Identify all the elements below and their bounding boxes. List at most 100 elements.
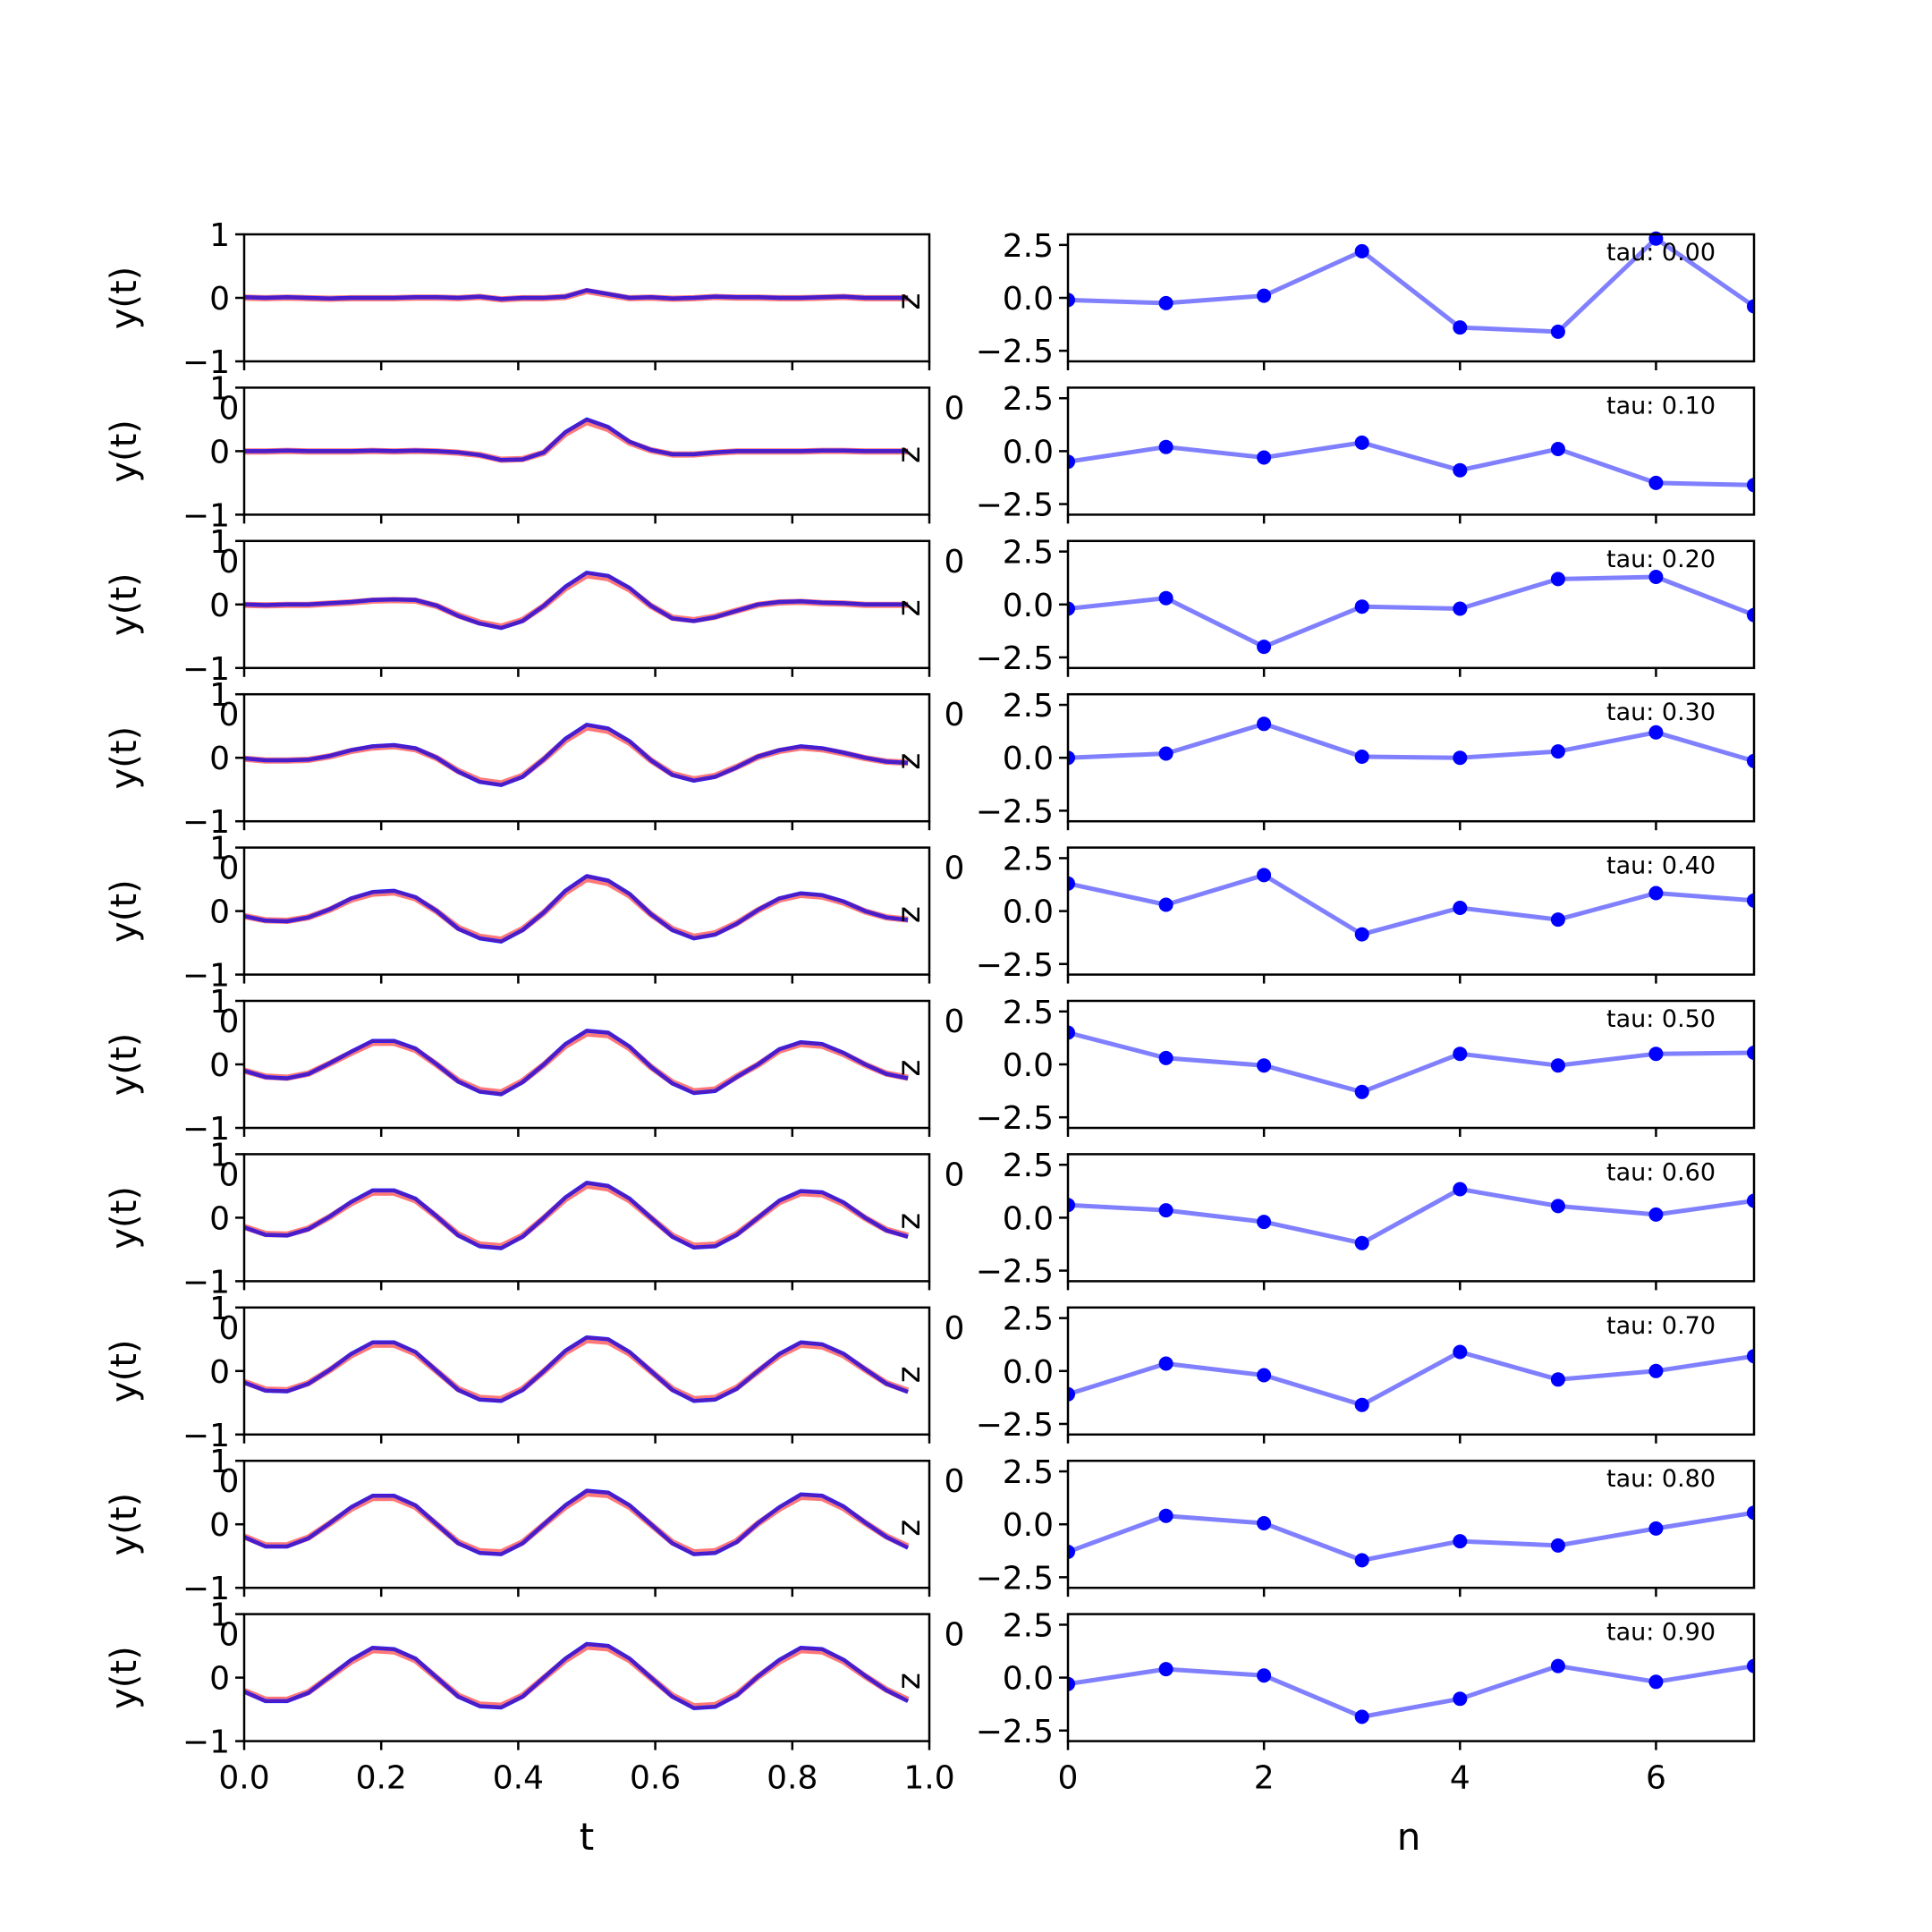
sample-point bbox=[1648, 1521, 1664, 1536]
sample-point bbox=[1158, 1203, 1174, 1218]
sample-point bbox=[1550, 744, 1565, 759]
y-tick-label: 0 bbox=[209, 1507, 230, 1544]
overlap-label: z bbox=[891, 1060, 928, 1077]
y-tick-label: −2.5 bbox=[976, 1560, 1054, 1597]
left-subplot-1: 10−1y(t)0 0z bbox=[104, 370, 964, 534]
y-tick-label: −1 bbox=[182, 958, 230, 995]
x-tick-label: 0.2 bbox=[356, 1760, 407, 1797]
tau-label: tau: 0.20 bbox=[1606, 546, 1716, 573]
overlap-label: 0 bbox=[219, 1617, 240, 1654]
overlap-label: 0 bbox=[219, 851, 240, 887]
y-tick-label: 2.5 bbox=[1003, 535, 1054, 572]
overlap-line bbox=[243, 571, 909, 630]
y-tick-label: 0.0 bbox=[1003, 1661, 1054, 1698]
sample-point bbox=[1648, 1046, 1664, 1062]
overlap-label: z bbox=[891, 1366, 928, 1383]
y-axis-label: y(t) bbox=[104, 267, 145, 330]
y-tick-label: 1 bbox=[209, 1444, 230, 1480]
sample-point bbox=[1354, 750, 1369, 764]
y-tick-label: 1 bbox=[209, 217, 230, 254]
sample-point bbox=[1257, 1215, 1272, 1230]
y-axis-label: y(t) bbox=[104, 1493, 145, 1556]
sample-point bbox=[1158, 1356, 1174, 1371]
right-subplot-5: 2.5 0.0 −2.5 tau: 0.50 bbox=[976, 995, 1756, 1137]
sample-line bbox=[1068, 1030, 1754, 1095]
right-data bbox=[1068, 1025, 1754, 1099]
sample-point bbox=[1257, 450, 1272, 465]
sample-point bbox=[1648, 475, 1664, 490]
overlap-label: 0 bbox=[219, 1157, 240, 1193]
y-tick-label: 0.0 bbox=[1003, 1047, 1054, 1084]
sample-point bbox=[1453, 320, 1468, 335]
x-tick-label: 4 bbox=[1450, 1760, 1470, 1797]
sample-point bbox=[1068, 750, 1075, 766]
sample-point bbox=[1550, 1658, 1565, 1674]
tau-label: tau: 0.80 bbox=[1606, 1465, 1716, 1493]
y-tick-label: 0.0 bbox=[1003, 894, 1054, 931]
sample-point bbox=[1747, 1046, 1754, 1060]
overlap-label: 0 bbox=[219, 544, 240, 580]
sample-line bbox=[1068, 1187, 1754, 1246]
overlap-label: z bbox=[891, 906, 928, 923]
overlap-label: 0 bbox=[945, 1617, 965, 1654]
y-tick-label: 1 bbox=[209, 1137, 230, 1174]
sample-point bbox=[1068, 876, 1075, 891]
sample-point bbox=[1158, 1050, 1174, 1065]
y-tick-label: −1 bbox=[182, 344, 230, 381]
left-subplot-0: 1 0 −1 y(t) z bbox=[104, 217, 931, 381]
y-tick-label: 2.5 bbox=[1003, 228, 1054, 265]
left-subplot-9: 10−10.0 0.2 0.4 0.6 0.8 1.0y(t)0 0z bbox=[104, 1597, 964, 1797]
sample-line bbox=[1068, 1350, 1754, 1408]
sample-point bbox=[1257, 1516, 1272, 1530]
overlap-line bbox=[243, 1029, 909, 1096]
sample-point bbox=[1453, 1344, 1468, 1360]
overlap-line bbox=[243, 1642, 909, 1710]
y-tick-label: 0.0 bbox=[1003, 588, 1054, 624]
right-data bbox=[1068, 1182, 1754, 1250]
right-subplot-1: 2.5 0.0 −2.5 tau: 0.10 bbox=[976, 381, 1756, 524]
y-tick-label: 2.5 bbox=[1003, 381, 1054, 418]
overlap-label: 0 bbox=[219, 1463, 240, 1500]
y-tick-label: −2.5 bbox=[976, 1100, 1054, 1137]
x-tick-label: 0.0 bbox=[218, 1760, 269, 1797]
x-tick-label: 0.6 bbox=[630, 1760, 681, 1797]
overlap-line bbox=[243, 1335, 909, 1402]
sample-point bbox=[1354, 599, 1369, 614]
y-tick-label: −2.5 bbox=[976, 1254, 1054, 1291]
x-tick-label: 2 bbox=[1254, 1760, 1275, 1797]
x-tick-label: 1.0 bbox=[903, 1760, 954, 1797]
y-tick-label: 1 bbox=[209, 677, 230, 714]
tau-label: tau: 0.30 bbox=[1606, 699, 1716, 726]
sample-point bbox=[1453, 750, 1468, 766]
sample-point bbox=[1648, 1363, 1664, 1378]
x-tick-label: 6 bbox=[1646, 1760, 1666, 1797]
sample-point bbox=[1158, 897, 1174, 912]
right-subplot-6: 2.5 0.0 −2.5 tau: 0.60 bbox=[976, 1148, 1756, 1291]
y-tick-label: 2.5 bbox=[1003, 1454, 1054, 1491]
x-tick-label: 0.4 bbox=[493, 1760, 544, 1797]
left-subplot-8: 10−1y(t)0 0z bbox=[104, 1444, 964, 1607]
sample-point bbox=[1068, 1386, 1075, 1402]
sample-point bbox=[1648, 886, 1664, 901]
sample-point bbox=[1453, 462, 1468, 478]
overlap-label: z bbox=[891, 293, 928, 310]
sample-point bbox=[1068, 292, 1075, 308]
sample-point bbox=[1257, 1368, 1272, 1383]
y-tick-label: −1 bbox=[182, 651, 230, 688]
overlap-label: z bbox=[891, 753, 928, 770]
sample-point bbox=[1747, 1505, 1754, 1521]
y-tick-label: 1 bbox=[209, 1291, 230, 1327]
y-tick-label: −2.5 bbox=[976, 334, 1054, 370]
y-tick-label: 1 bbox=[209, 1597, 230, 1634]
y-axis-label: y(t) bbox=[104, 419, 145, 483]
sample-point bbox=[1550, 442, 1565, 456]
y-tick-label: 0 bbox=[209, 1200, 230, 1237]
overlap-line bbox=[243, 875, 909, 944]
sample-line bbox=[1068, 574, 1754, 649]
tau-label: tau: 0.40 bbox=[1606, 852, 1716, 880]
y-tick-label: 2.5 bbox=[1003, 841, 1054, 877]
overlap-label: 0 bbox=[945, 851, 965, 887]
tau-label: tau: 0.00 bbox=[1606, 239, 1716, 267]
right-subplot-7: 2.5 0.0 −2.5 tau: 0.70 bbox=[976, 1301, 1756, 1444]
